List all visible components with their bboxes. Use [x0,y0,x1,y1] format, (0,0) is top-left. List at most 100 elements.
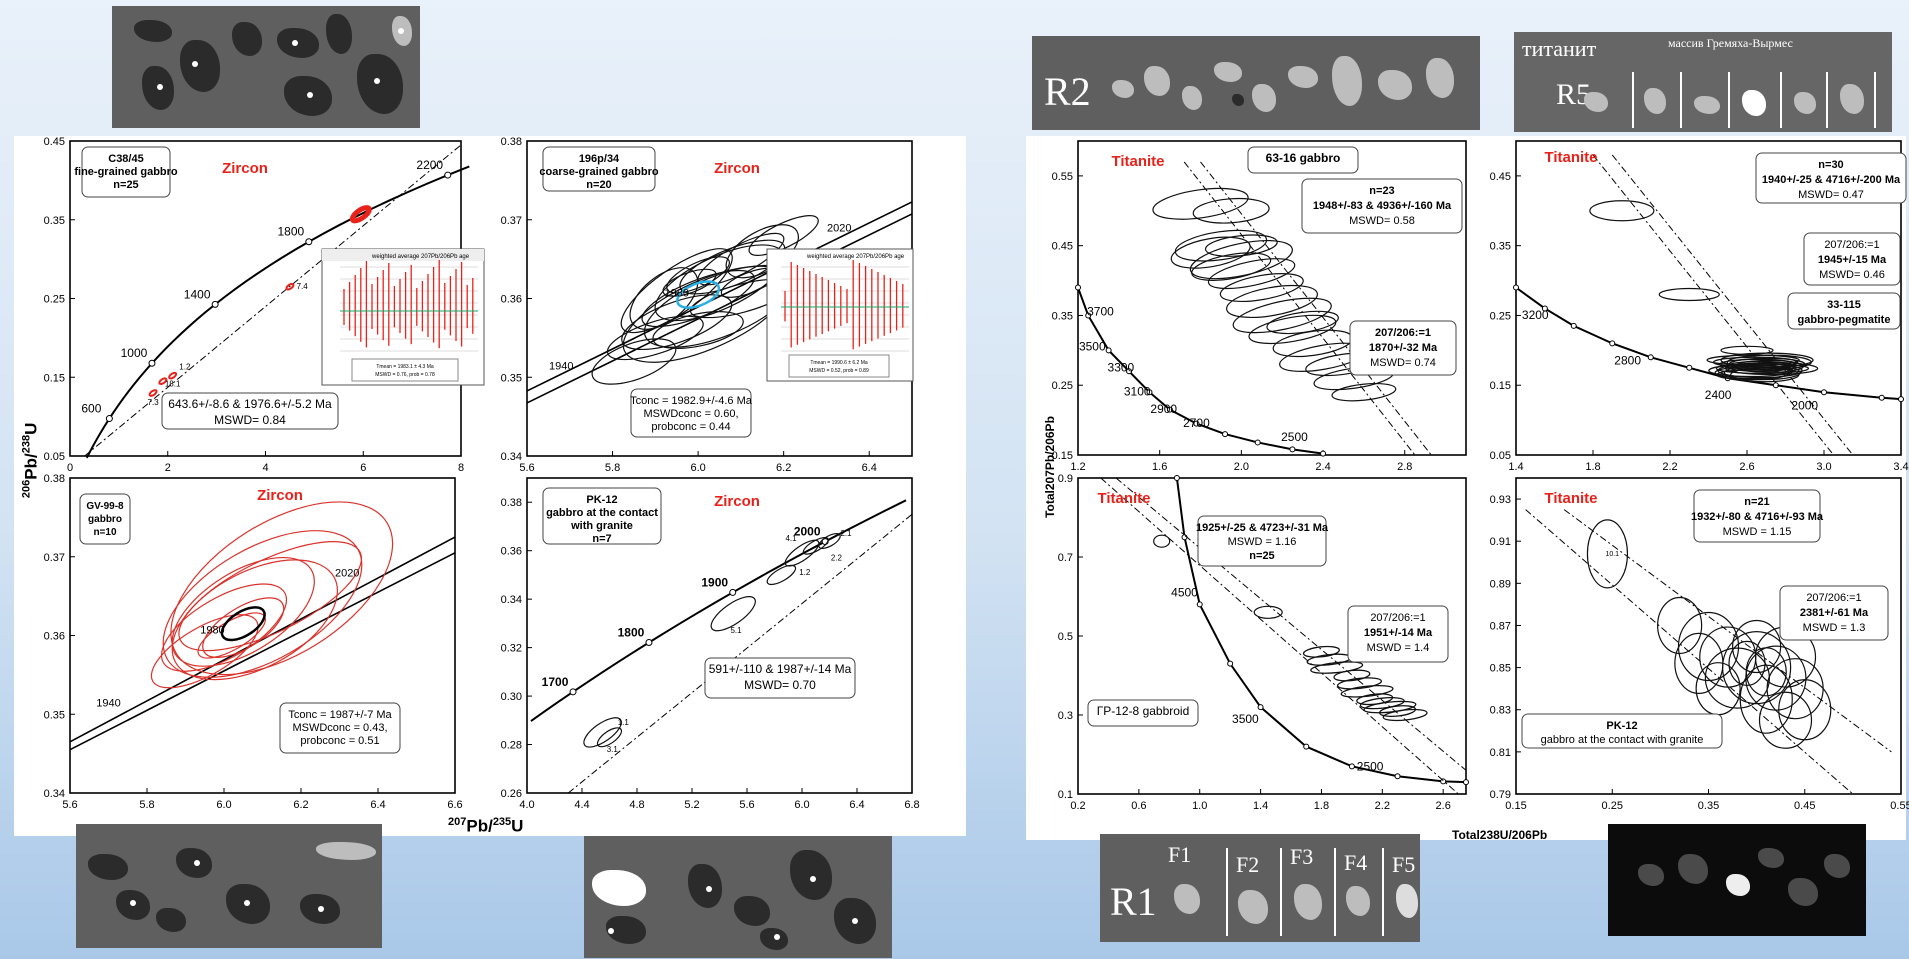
error-ellipse [202,597,285,658]
sample-box-line: n=7 [592,533,611,545]
error-ellipse [1726,354,1812,370]
result-box-line: MSWD= 0.84 [214,413,286,427]
error-ellipse [766,564,797,586]
error-ellipse [1589,200,1655,222]
error-ellipse [1674,632,1724,694]
photo-label-f4: F4 [1344,850,1368,875]
result-box-2-line: 207/206:=1 [1824,239,1879,251]
x-tick-label: 2.6 [1739,461,1754,473]
chart-e-tera-wasserburg: 1.2 1.6 2.0 2.4 2.8 0.15 0.25 0.35 0.45 0.55 3700 3… [1052,140,1467,473]
error-ellipse [679,239,786,295]
y-tick-label: 0.32 [501,643,522,655]
y-tick-label: 0.7 [1058,552,1073,564]
inset-summary-box [788,354,890,378]
x-tick-label: 2 [165,462,171,474]
age-label: 1940 [96,697,120,709]
concordia-curve [85,165,470,459]
result-box [161,392,339,430]
error-ellipse [1658,287,1720,302]
x-tick-label: 1.4 [1508,461,1523,473]
result-box-line: MSWD = 1.15 [1723,526,1792,538]
spot-label: 7.4 [297,282,309,291]
x-tick-label: 2.8 [1397,461,1412,473]
age-label: 1900 [701,575,728,589]
y-tick-label: 0.85 [1490,663,1511,675]
age-label: 3700 [1087,304,1114,318]
sample-box-line: coarse-grained gabbro [539,166,658,178]
error-ellipse [710,596,756,632]
y-tick-label: 0.55 [1052,171,1073,183]
sample-box [1787,292,1901,330]
result-box [1301,178,1463,234]
x-tick-label: 6.8 [904,799,919,811]
x-tick-label: 6.2 [293,799,308,811]
y-tick-label: 0.1 [1058,789,1073,801]
y-tick-label: 0.5 [1058,631,1073,643]
error-ellipse [1333,669,1371,682]
result-box-line: n=25 [1249,550,1274,562]
age-marker [1821,389,1827,396]
cluster-ellipse [349,205,372,224]
inset-summary: Tmean = 1990.6 ± 6.2 Ma [810,360,868,366]
error-ellipse [1758,691,1813,749]
x-tick-label: 1.8 [1314,800,1329,812]
x-tick-label: 5.8 [605,462,620,474]
y-tick-label: 0.25 [1052,380,1073,392]
photo-label-f2: F2 [1236,852,1260,877]
right-x-axis-label: Total238U/206Pb [1452,828,1548,842]
age-label: 2000 [1791,399,1818,413]
left-y-axis-label: 206Pb/238U [20,422,41,499]
sample-box-line: 63-16 gabbro [1266,151,1341,165]
error-ellipse [1219,273,1304,303]
chart-b-concordia: 5.6 5.8 6.0 6.2 6.4 0.34 0.35 0.36 0.37 0.38 1980 1… [501,136,914,474]
chart-title: Titanite [1111,153,1164,170]
age-label: 2020 [335,567,359,579]
error-ellipse [784,539,820,567]
error-ellipse [162,530,363,678]
error-ellipse [1331,382,1397,402]
x-tick-label: 6.0 [794,799,809,811]
spot-label: 5.1 [730,626,742,635]
sample-box-line: C38/45 [108,153,143,165]
chart-f-tera-wasserburg: 1.4 1.8 2.2 2.6 3.0 3.4 0.05 0.15 0.25 0.35 0.45 32… [1490,140,1909,473]
spot-label: 10.1 [1605,551,1619,558]
age-marker [1570,322,1577,329]
x-tick-label: 6 [360,462,366,474]
error-ellipse [802,537,829,555]
y-tick-label: 0.45 [1052,241,1073,253]
result-box [1693,489,1821,543]
inset-summary: Tmean = 1983.1 ± 4.3 Ma [376,364,434,370]
error-ellipse [1730,367,1800,383]
age-marker [1647,354,1654,361]
discordia-line [1200,161,1432,456]
x-tick-label: 0.15 [1505,800,1526,812]
y-tick-label: 0.38 [501,497,522,509]
age-label: 3100 [1124,385,1151,399]
result-box [1755,152,1907,204]
age-marker [1257,704,1264,711]
result-box-2-line: MSWD = 1.3 [1803,622,1866,634]
inset-summary: MSWD = 0.76, prob = 0.78 [375,372,435,378]
x-tick-label: 1.0 [1192,800,1207,812]
result-box-line: 1932+/-80 & 4716+/-93 Ma [1691,511,1824,523]
y-tick-label: 0.34 [501,594,522,606]
result-box-line: MSWD= 0.47 [1798,189,1864,201]
photo-titanite-r5: титанит массив Гремяха-Вырмес R5 [1514,32,1892,132]
y-tick-label: 0.05 [44,451,65,463]
age-label: 1980 [200,625,224,637]
inset-summary-box [351,358,459,382]
discordia-line [1592,154,1835,456]
spot-ellipse [158,377,168,386]
photo-titanite-r1: R1 F1 F2 F3 F4 F5 [1100,834,1420,942]
age-label: 2500 [1357,759,1384,773]
sample-box-line: PK-12 [586,494,617,506]
result-box [630,388,752,438]
age-marker [1126,368,1133,375]
error-ellipse [596,727,623,748]
error-ellipse [629,267,699,330]
age-marker [1222,431,1229,438]
x-tick-label: 5.6 [519,462,534,474]
inset-weighted-average: weighted average 207Pb/206Pb age Tmean = … [321,248,485,386]
result-box-2 [1347,605,1449,663]
error-ellipse [1152,187,1249,220]
